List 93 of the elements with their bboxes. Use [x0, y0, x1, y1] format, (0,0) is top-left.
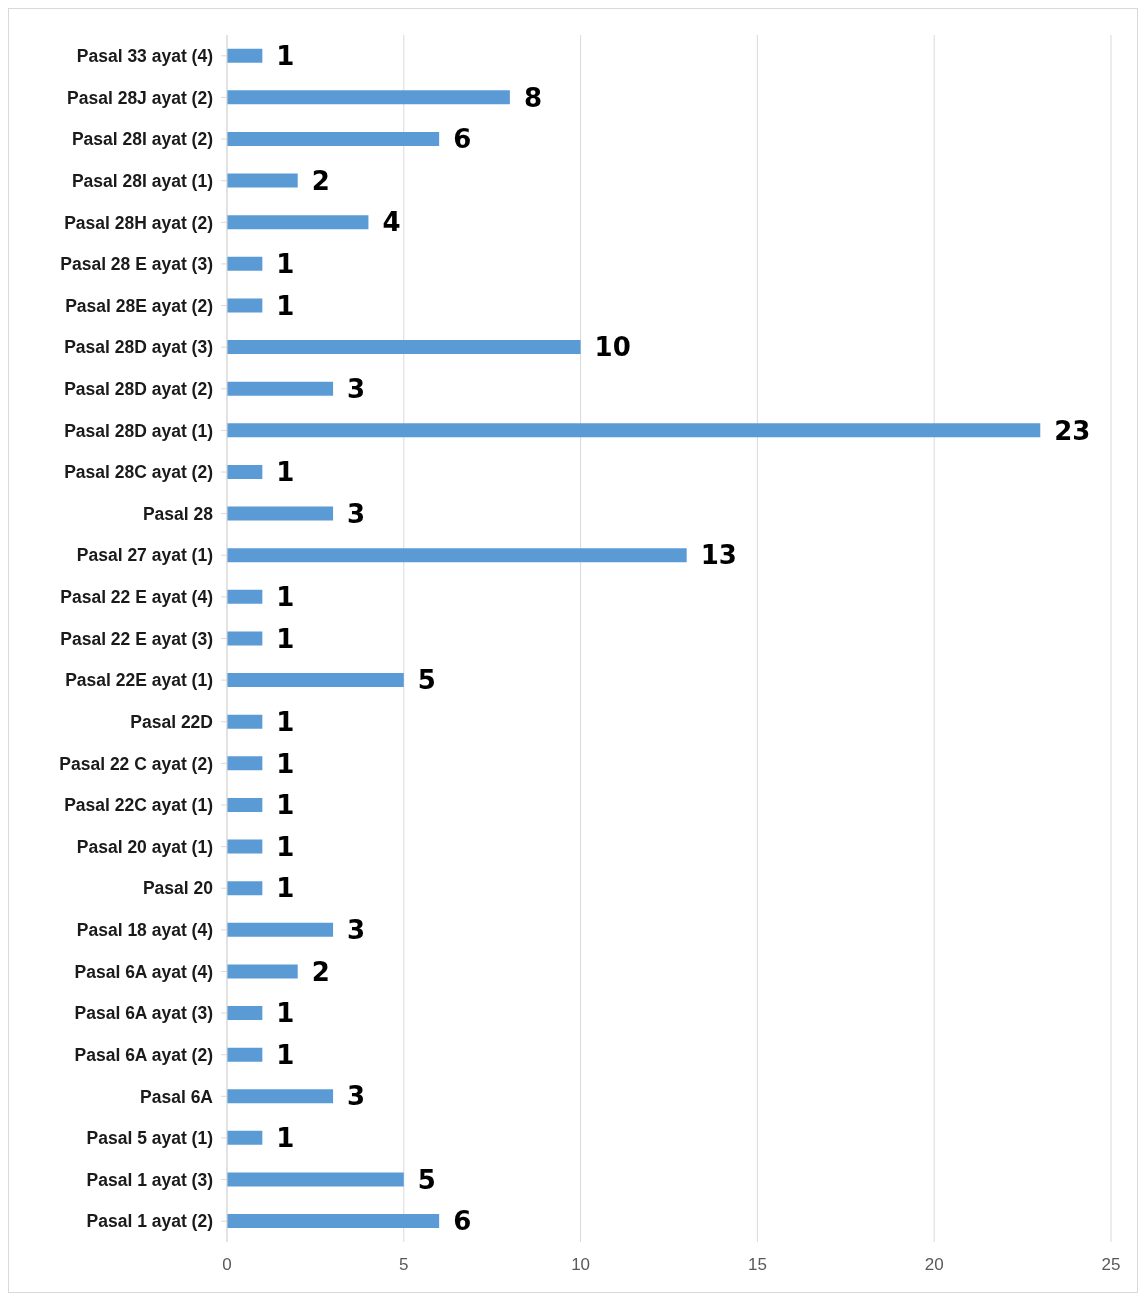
data-label: 1 [276, 582, 295, 613]
y-tick-label: Pasal 22D [130, 711, 213, 732]
data-label: 23 [1054, 415, 1091, 446]
y-tick-label: Pasal 28D ayat (3) [64, 337, 213, 358]
data-label: 1 [276, 790, 295, 821]
bar [227, 964, 298, 979]
bar [227, 48, 263, 63]
data-label: 3 [347, 498, 366, 529]
data-label: 1 [276, 40, 295, 71]
data-label: 6 [453, 124, 472, 155]
data-label: 1 [276, 1123, 295, 1154]
x-tick-label: 0 [222, 1255, 232, 1275]
bar [227, 173, 298, 188]
y-tick-label: Pasal 22 E ayat (4) [60, 587, 213, 608]
data-label: 5 [417, 665, 436, 696]
bar [227, 90, 510, 105]
bar [227, 298, 263, 313]
data-label: 3 [347, 373, 366, 404]
data-label: 1 [276, 873, 295, 904]
bar [227, 131, 440, 146]
y-tick-label: Pasal 6A ayat (2) [74, 1044, 213, 1065]
y-tick-label: Pasal 22C ayat (1) [64, 795, 213, 816]
data-label: 8 [523, 82, 542, 113]
bar [227, 215, 369, 230]
y-tick-label: Pasal 28D ayat (1) [64, 420, 213, 441]
bar [227, 1130, 263, 1145]
bar [227, 340, 581, 355]
x-tick-label: 20 [924, 1255, 944, 1275]
data-label: 1 [276, 998, 295, 1029]
y-tick-label: Pasal 27 ayat (1) [76, 545, 213, 566]
data-label: 1 [276, 290, 295, 321]
y-tick-label: Pasal 20 ayat (1) [76, 836, 213, 857]
bar [227, 256, 263, 271]
x-tick-label: 5 [399, 1255, 409, 1275]
y-tick-label: Pasal 22 C ayat (2) [59, 753, 213, 774]
y-tick-label: Pasal 28J ayat (2) [67, 87, 213, 108]
y-tick-label: Pasal 6A ayat (3) [74, 1003, 213, 1024]
x-tick-label: 10 [571, 1255, 591, 1275]
y-tick-label: Pasal 28H ayat (2) [64, 212, 213, 233]
bar [227, 423, 1041, 438]
data-label: 3 [347, 1081, 366, 1112]
data-label: 6 [453, 1206, 472, 1237]
data-label: 2 [311, 956, 330, 987]
y-tick-label: Pasal 22E ayat (1) [65, 670, 213, 691]
data-label: 1 [276, 1039, 295, 1070]
y-tick-label: Pasal 28 [142, 503, 214, 524]
y-tick-label: Pasal 28 E ayat (3) [60, 254, 213, 275]
data-label: 4 [382, 207, 401, 238]
data-label: 1 [276, 623, 295, 654]
y-tick-label: Pasal 1 ayat (3) [86, 1169, 213, 1190]
data-label: 2 [311, 165, 330, 196]
y-tick-label: Pasal 28I ayat (2) [71, 129, 213, 150]
data-label: 5 [417, 1164, 436, 1195]
data-label: 13 [700, 540, 737, 571]
bar [227, 881, 263, 896]
y-tick-label: Pasal 28I ayat (1) [71, 170, 213, 191]
data-label: 1 [276, 249, 295, 280]
bar [227, 548, 687, 563]
y-tick-label: Pasal 28E ayat (2) [65, 295, 213, 316]
bar [227, 756, 263, 771]
bar [227, 839, 263, 854]
data-label: 1 [276, 706, 295, 737]
x-tick-label: 25 [1101, 1255, 1121, 1275]
bar [227, 673, 404, 688]
bar [227, 1047, 263, 1062]
bar [227, 797, 263, 812]
bar [227, 1172, 404, 1187]
y-tick-label: Pasal 28D ayat (2) [64, 378, 213, 399]
bar [227, 506, 334, 521]
data-label: 1 [276, 831, 295, 862]
bar [227, 1006, 263, 1021]
data-label: 1 [276, 457, 295, 488]
bar [227, 631, 263, 646]
y-tick-label: Pasal 22 E ayat (3) [60, 628, 213, 649]
bar [227, 381, 334, 396]
y-tick-label: Pasal 6A [140, 1086, 214, 1107]
y-tick-label: Pasal 28C ayat (2) [64, 462, 213, 483]
bar [227, 1214, 440, 1229]
bar [227, 589, 263, 604]
y-tick-label: Pasal 5 ayat (1) [86, 1128, 213, 1149]
bar [227, 464, 263, 479]
bar [227, 1089, 334, 1104]
y-tick-label: Pasal 18 ayat (4) [76, 920, 213, 941]
y-tick-label: Pasal 1 ayat (2) [86, 1211, 213, 1232]
data-label: 3 [347, 915, 366, 945]
bar [227, 922, 334, 937]
bar [227, 714, 263, 729]
x-tick-label: 15 [747, 1255, 767, 1275]
y-tick-label: Pasal 33 ayat (4) [76, 46, 213, 67]
data-label: 10 [594, 332, 631, 363]
data-label: 1 [276, 748, 295, 779]
y-tick-label: Pasal 20 [142, 878, 214, 899]
y-tick-label: Pasal 6A ayat (4) [74, 961, 213, 982]
